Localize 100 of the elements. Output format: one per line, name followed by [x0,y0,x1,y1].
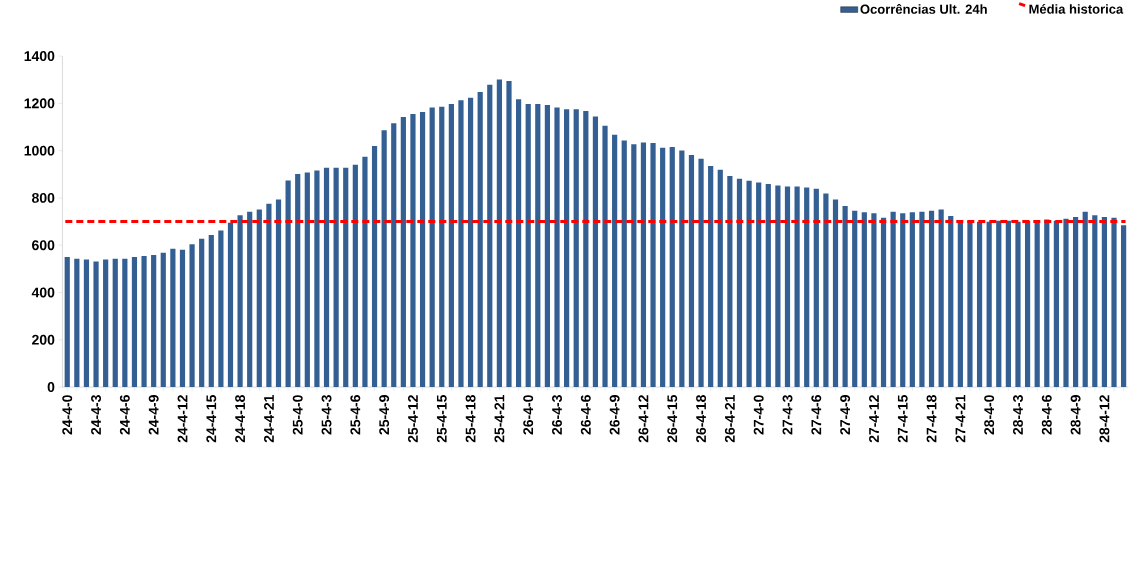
x-tick-label: 25-4-12 [407,395,418,443]
y-tick-label: 0 [47,382,55,393]
x-tick-label: 26-4-15 [667,395,678,443]
x-tick-label: 28-4-3 [1013,395,1023,435]
bar [880,217,887,388]
x-tick-label: 24-4-21 [264,395,274,443]
bar [1005,220,1011,388]
x-tick-label: 28-4-9 [1070,395,1081,435]
bar [141,256,147,388]
legend-label: Média historica [1029,4,1124,14]
y-tick-label: 200 [32,334,55,345]
bar [823,193,829,388]
bar [362,156,368,388]
bar [429,107,435,388]
bar [323,167,330,388]
bar [285,180,291,388]
bar [112,258,118,388]
bar [852,210,858,388]
bar [650,143,656,388]
bar [832,199,839,388]
bar [304,172,310,388]
bar [564,109,570,388]
x-tick-label: 27-4-12 [869,395,879,443]
bar [996,220,1002,388]
bar [371,146,378,388]
x-tick-label: 26-4-9 [609,395,620,435]
bar [640,142,647,388]
x-tick-label: 25-4-6 [350,395,361,435]
bar [477,92,483,388]
bar [189,244,195,388]
legend-label: Ocorrências Ult. 24h [860,4,987,14]
bar [506,81,512,388]
x-tick-label: 27-4-15 [897,395,908,443]
x-tick-label: 27-4-0 [753,395,764,435]
bar [612,134,618,388]
bar [266,203,272,388]
bar [890,211,896,388]
y-tick-label: 400 [31,287,55,298]
bar [583,111,589,388]
x-tick-label: 24-4-9 [148,395,159,435]
bar [784,186,791,388]
bar [602,125,608,388]
bar [439,106,445,388]
x-tick-label: 26-4-3 [552,395,562,435]
bar [573,109,579,388]
bar [74,258,80,388]
x-tick-label: 28-4-12 [1099,395,1110,443]
bar [717,169,723,388]
x-tick-label: 24-4-3 [91,395,102,435]
bar [103,259,109,388]
bar [1024,220,1031,388]
bar [1034,220,1040,388]
bar [535,104,541,388]
bar [909,212,915,388]
bar [122,258,128,388]
bar [400,117,406,388]
x-tick-label: 25-4-15 [436,395,447,443]
bar [794,186,800,388]
bar [736,178,743,388]
bar [1063,218,1069,388]
bar [352,164,358,388]
x-tick-label: 25-4-0 [292,395,303,435]
bar [900,213,906,388]
bar [1044,219,1050,388]
bar [448,104,454,388]
bar [381,130,387,388]
bar [621,140,627,388]
bar [928,210,935,388]
bar [64,257,70,388]
x-tick-label: 24-4-0 [62,395,73,435]
bar [1111,217,1117,388]
x-tick-label: 26-4-18 [696,395,707,443]
bar [160,252,166,388]
x-tick-label: 25-4-18 [465,395,476,443]
y-tick-label: 600 [32,240,55,251]
x-tick-label: 26-4-12 [638,395,649,443]
bar [1082,211,1088,388]
bar [746,180,752,388]
bar [1121,225,1127,388]
x-tick-label: 25-4-3 [321,395,332,435]
bar [679,150,685,388]
bar [976,221,983,388]
bar [256,209,262,388]
bar [343,167,349,388]
x-tick-label: 24-4-15 [206,395,217,443]
bar [237,215,243,388]
bar [179,249,186,388]
bar [1073,217,1079,388]
bar [410,114,416,388]
bar [525,104,531,388]
bar [314,170,320,388]
x-tick-label: 25-4-21 [494,395,505,443]
bar [151,255,157,388]
bar [669,147,675,388]
bar [247,211,253,388]
bar [727,176,733,388]
bar [208,235,214,388]
x-tick-label: 28-4-0 [984,395,995,435]
bar [458,100,464,388]
bar [592,116,599,388]
